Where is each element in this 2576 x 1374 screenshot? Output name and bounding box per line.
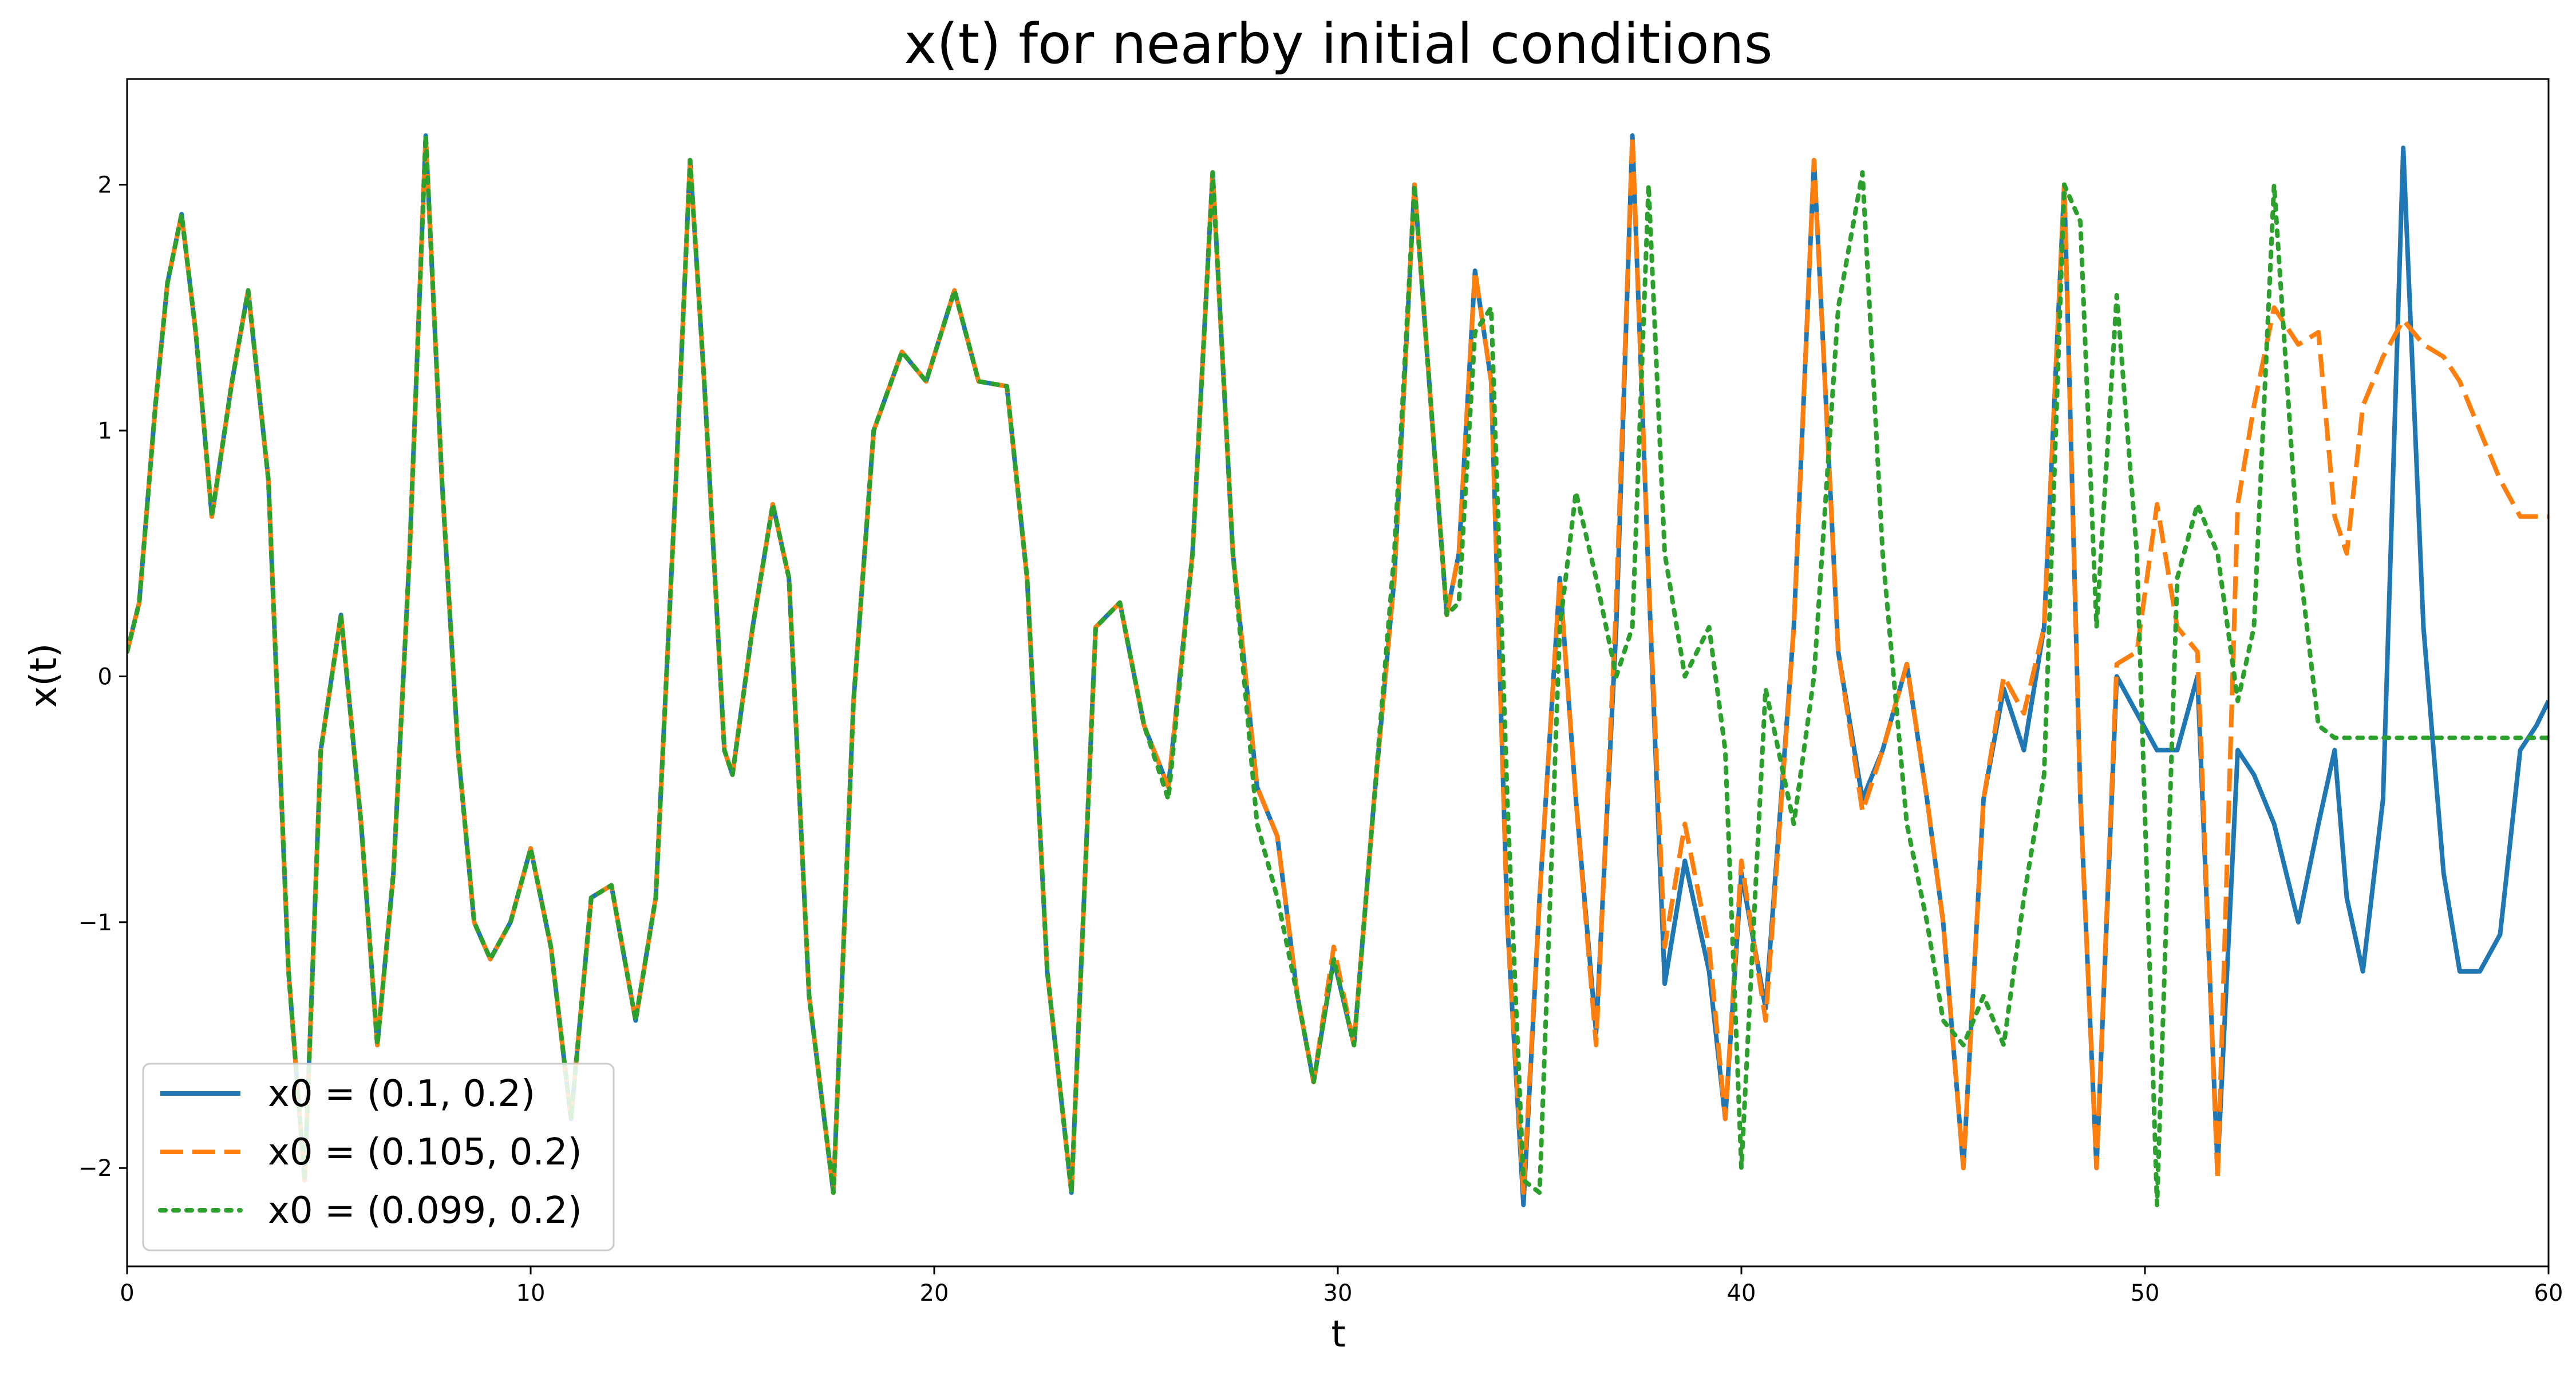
y-tick-label: 1 xyxy=(98,418,112,444)
legend-label-2: x0 = (0.105, 0.2) xyxy=(268,1131,582,1174)
legend-label-1: x0 = (0.1, 0.2) xyxy=(268,1073,535,1115)
y-tick-label: −1 xyxy=(78,910,112,936)
x-tick-label: 60 xyxy=(2534,1280,2563,1306)
x-tick-label: 40 xyxy=(1727,1280,1756,1306)
legend-box xyxy=(142,1063,615,1251)
x-tick-label: 30 xyxy=(1323,1280,1353,1306)
chart-title: x(t) for nearby initial conditions xyxy=(904,12,1772,76)
legend: x0 = (0.1, 0.2) x0 = (0.105, 0.2) x0 = (0.… xyxy=(142,1063,615,1251)
y-tick-label: −2 xyxy=(78,1155,112,1182)
y-axis-label: x(t) xyxy=(23,643,65,708)
x-tick-label: 0 xyxy=(120,1280,134,1306)
x-tick-label: 50 xyxy=(2131,1280,2160,1306)
tick-layer: 0 10 20 30 40 50 60 −2 −1 0 1 2 xyxy=(78,172,2563,1306)
series-line-3 xyxy=(127,133,2549,1207)
y-tick-label: 0 xyxy=(98,664,112,690)
x-tick-label: 10 xyxy=(516,1280,546,1306)
x-axis-label: t xyxy=(1331,1313,1345,1356)
legend-label-3: x0 = (0.099, 0.2) xyxy=(268,1190,582,1232)
x-tick-label: 20 xyxy=(920,1280,949,1306)
y-tick-label: 2 xyxy=(98,172,112,199)
series-layer xyxy=(127,133,2549,1207)
